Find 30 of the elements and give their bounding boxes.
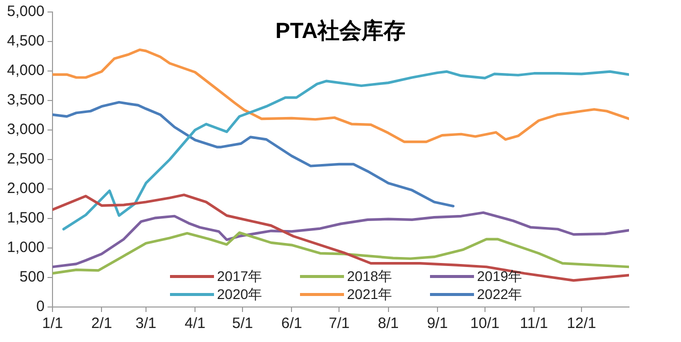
y-tick-label: 1,000 [6,239,45,256]
y-tick-label: 2,500 [6,150,45,168]
y-tick-label: 2,000 [6,180,45,198]
x-tick-label: 2/1 [91,315,112,332]
x-tick-label: 9/1 [426,315,448,332]
x-tick-label: 11/1 [520,315,548,332]
y-tick-label: 3,500 [6,92,45,109]
x-tick-label: 8/1 [378,315,399,332]
x-tick-label: 7/1 [328,315,350,332]
x-tick-label: 6/1 [281,315,302,332]
x-tick-label: 12/1 [566,315,596,332]
chart-title: PTA社会库存 [275,18,406,43]
x-tick-label: 5/1 [232,315,254,332]
legend-label: 2017年 [217,268,262,284]
y-tick-label: 3,000 [6,121,45,138]
legend-label: 2019年 [477,268,522,284]
legend-label: 2018年 [347,268,392,284]
y-tick-label: 500 [20,268,45,286]
y-tick-label: 0 [36,298,45,316]
x-tick-label: 1/1 [42,315,63,332]
x-tick-label: 3/1 [136,315,156,332]
legend-label: 2021年 [347,286,392,302]
y-tick-label: 4,500 [6,32,45,50]
x-tick-label: 10/1 [470,315,500,332]
y-tick-label: 4,000 [6,62,45,80]
y-tick-label: 1,500 [6,210,45,227]
x-tick-label: 4/1 [184,315,206,332]
y-tick-label: 5,000 [6,3,45,20]
legend-label: 2020年 [217,286,262,302]
legend-label: 2022年 [477,286,522,302]
